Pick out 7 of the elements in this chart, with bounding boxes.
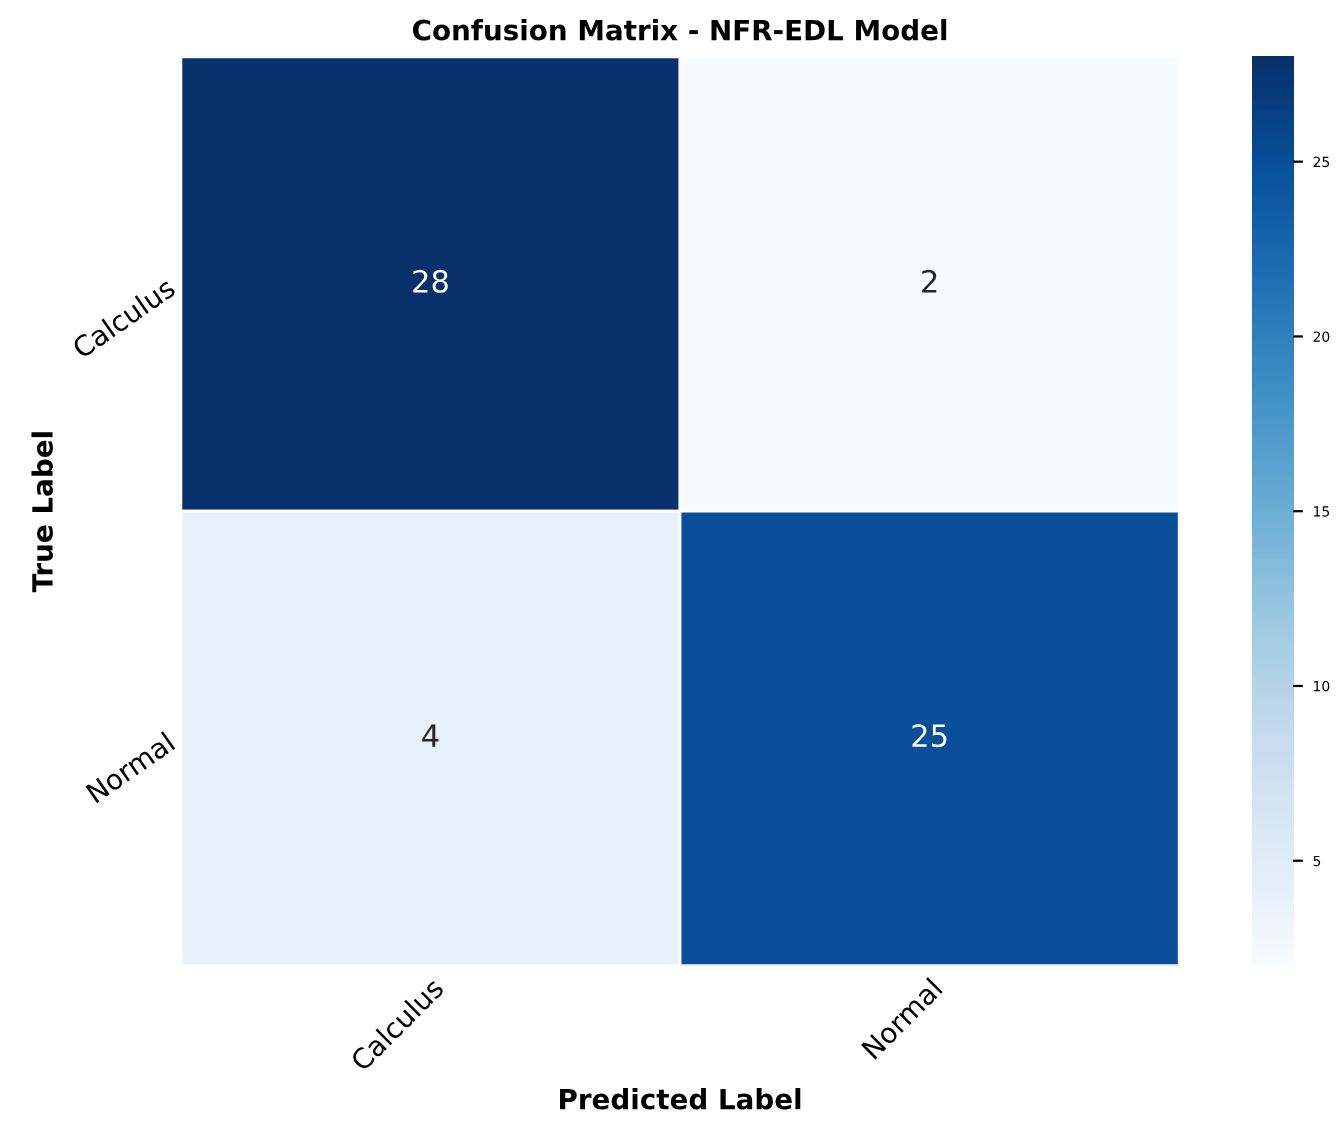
data-label: 4 (422, 724, 439, 747)
x-axis-title: Predicted Label (560, 1088, 801, 1110)
data-label: 28 (413, 269, 448, 293)
data-label: 25 (912, 724, 947, 748)
chart-title: Confusion Matrix - NFR-EDL Model (413, 19, 947, 41)
y-axis-title: True Label (31, 432, 53, 593)
data-label: 2 (922, 269, 937, 293)
